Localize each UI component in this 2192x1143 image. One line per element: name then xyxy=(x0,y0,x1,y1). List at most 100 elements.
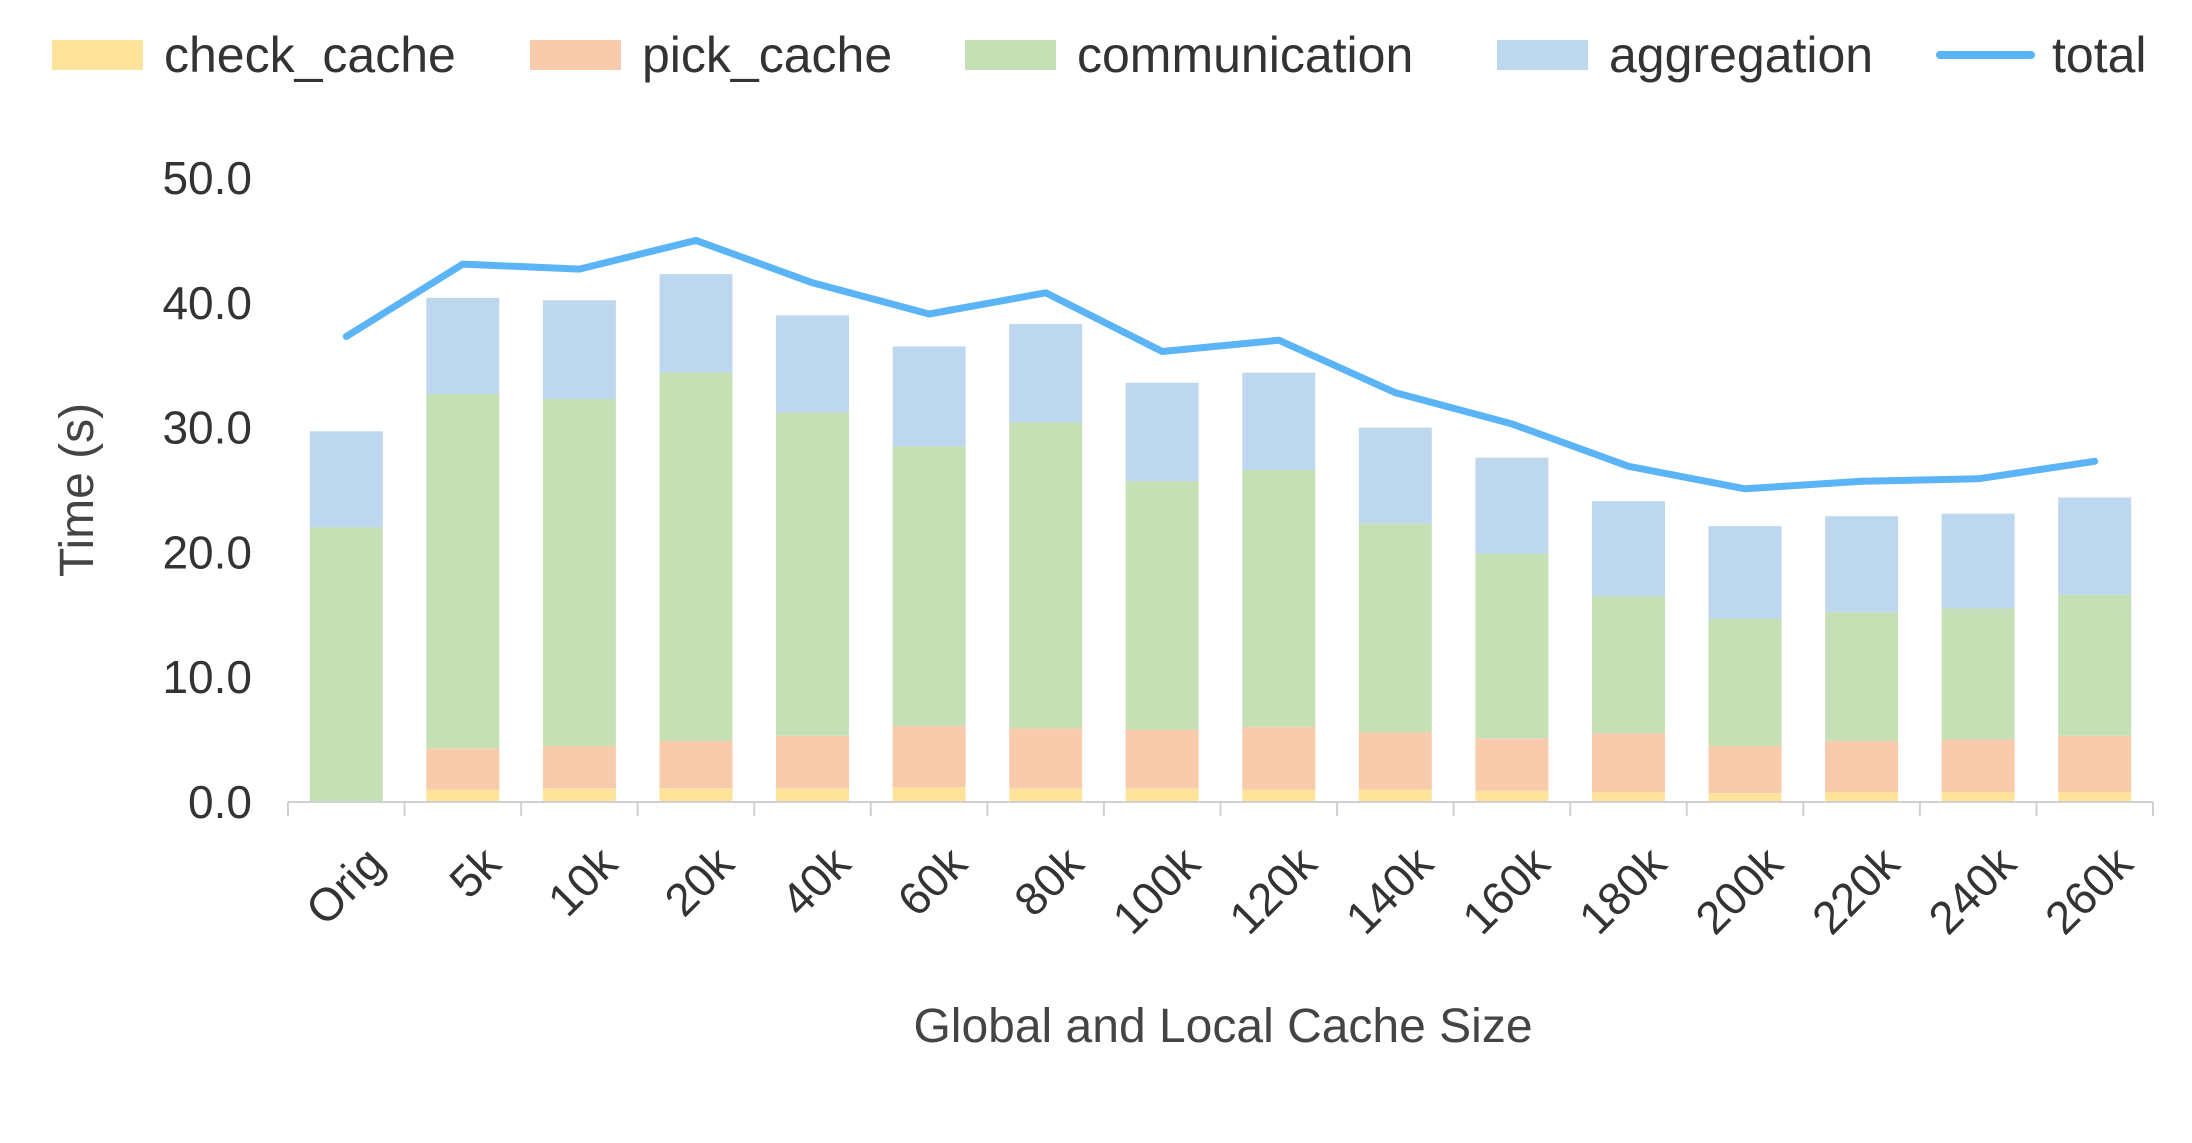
legend-label-total: total xyxy=(2052,27,2147,83)
bar-communication-200k xyxy=(1708,618,1782,746)
legend-label-check-cache: check_cache xyxy=(164,27,456,83)
bar-communication-100k xyxy=(1125,481,1199,730)
x-tick-label-120k: 120k xyxy=(1219,836,1327,944)
series-line-total xyxy=(342,236,2099,493)
x-tick-label-140k: 140k xyxy=(1335,836,1443,944)
bar-check-cache-160k xyxy=(1475,790,1549,802)
bar-aggregation-60k xyxy=(892,346,966,447)
bar-communication-10k xyxy=(542,398,616,746)
bar-communication-5k xyxy=(426,393,500,749)
bar-aggregation-160k xyxy=(1475,457,1549,554)
bar-communication-60k xyxy=(892,446,966,726)
bar-pick-cache-220k xyxy=(1825,740,1899,792)
bar-pick-cache-200k xyxy=(1708,745,1782,794)
bar-pick-cache-160k xyxy=(1475,738,1549,791)
x-tick-label-orig: Orig xyxy=(296,837,394,935)
y-tick-label: 50.0 xyxy=(162,152,252,204)
legend-swatch-pick-cache xyxy=(530,40,621,70)
bar-pick-cache-10k xyxy=(542,745,616,789)
bar-check-cache-120k xyxy=(1242,789,1316,802)
bar-communication-120k xyxy=(1242,470,1316,728)
bar-pick-cache-180k xyxy=(1592,733,1665,793)
x-tick-label-180k: 180k xyxy=(1569,836,1677,944)
bar-pick-cache-260k xyxy=(2058,735,2132,793)
bar-check-cache-100k xyxy=(1125,788,1199,802)
bar-aggregation-80k xyxy=(1009,324,1083,423)
x-tick-label-80k: 80k xyxy=(1004,836,1094,926)
bar-communication-80k xyxy=(1009,422,1083,729)
x-tick-label-5k: 5k xyxy=(439,836,511,908)
bar-check-cache-220k xyxy=(1825,792,1899,802)
legend-item-total: total xyxy=(1936,27,2147,83)
bar-pick-cache-120k xyxy=(1242,727,1316,790)
bar-aggregation-40k xyxy=(776,315,849,413)
y-tick-label: 0.0 xyxy=(188,776,252,828)
bar-pick-cache-100k xyxy=(1125,729,1199,789)
x-tick-label-200k: 200k xyxy=(1685,836,1793,944)
bar-communication-140k xyxy=(1358,523,1432,733)
bar-communication-160k xyxy=(1475,553,1549,739)
y-tick-label: 30.0 xyxy=(162,402,252,454)
bar-communication-220k xyxy=(1825,612,1899,741)
x-tick-label-10k: 10k xyxy=(538,836,628,926)
bar-check-cache-10k xyxy=(542,788,616,802)
bar-communication-40k xyxy=(776,412,849,736)
x-tick-label-260k: 260k xyxy=(2035,836,2143,944)
bar-check-cache-5k xyxy=(426,789,500,802)
bar-aggregation-100k xyxy=(1125,382,1199,482)
bar-pick-cache-240k xyxy=(1941,739,2015,792)
legend-item-communication: communication xyxy=(965,27,1413,83)
legend-item-check-cache: check_cache xyxy=(52,27,456,83)
legend-label-aggregation: aggregation xyxy=(1609,27,1873,83)
bar-check-cache-200k xyxy=(1708,793,1782,802)
legend-label-communication: communication xyxy=(1077,27,1413,83)
bar-aggregation-220k xyxy=(1825,516,1899,613)
legend: check_cache pick_cache communication aggreg… xyxy=(52,27,2147,83)
bar-check-cache-80k xyxy=(1009,788,1083,802)
y-tick-label: 10.0 xyxy=(162,651,252,703)
x-tick-label-40k: 40k xyxy=(771,836,861,926)
x-tick-label-60k: 60k xyxy=(887,836,977,926)
legend-swatch-aggregation xyxy=(1497,40,1588,70)
bar-check-cache-140k xyxy=(1358,789,1432,802)
y-axis-title: Time (s) xyxy=(51,403,104,577)
bar-communication-240k xyxy=(1941,608,2015,740)
bar-pick-cache-5k xyxy=(426,748,500,790)
bar-check-cache-240k xyxy=(1941,792,2015,802)
bar-check-cache-40k xyxy=(776,788,849,802)
total-line-layer xyxy=(342,236,2099,493)
bar-aggregation-20k xyxy=(659,274,733,373)
bar-pick-cache-40k xyxy=(776,735,849,789)
bar-aggregation-10k xyxy=(542,300,616,399)
bar-aggregation-180k xyxy=(1592,501,1665,596)
bar-pick-cache-140k xyxy=(1358,732,1432,790)
x-axis-title: Global and Local Cache Size xyxy=(913,1000,1532,1053)
bar-check-cache-60k xyxy=(892,787,966,802)
bar-aggregation-140k xyxy=(1358,427,1432,524)
bar-pick-cache-20k xyxy=(659,740,733,789)
bar-communication-180k xyxy=(1592,596,1665,734)
legend-swatch-check-cache xyxy=(52,40,143,70)
bar-aggregation-120k xyxy=(1242,372,1316,470)
bar-pick-cache-60k xyxy=(892,725,966,788)
x-tick-label-240k: 240k xyxy=(1918,836,2026,944)
bar-communication-orig xyxy=(309,527,383,802)
x-tick-label-160k: 160k xyxy=(1452,836,1560,944)
x-tick-label-20k: 20k xyxy=(654,836,744,926)
bar-check-cache-20k xyxy=(659,788,733,802)
legend-swatch-communication xyxy=(965,40,1056,70)
bar-aggregation-orig xyxy=(309,431,383,528)
legend-item-aggregation: aggregation xyxy=(1497,27,1873,83)
bar-check-cache-180k xyxy=(1592,792,1665,802)
x-tick-label-220k: 220k xyxy=(1802,836,1910,944)
legend-label-pick-cache: pick_cache xyxy=(642,27,892,83)
bar-aggregation-240k xyxy=(1941,513,2015,609)
bar-communication-20k xyxy=(659,372,733,741)
bar-aggregation-200k xyxy=(1708,526,1782,619)
legend-item-pick-cache: pick_cache xyxy=(530,27,892,83)
y-tick-label: 20.0 xyxy=(162,526,252,578)
bar-aggregation-5k xyxy=(426,297,500,394)
x-tick-label-100k: 100k xyxy=(1102,836,1210,944)
